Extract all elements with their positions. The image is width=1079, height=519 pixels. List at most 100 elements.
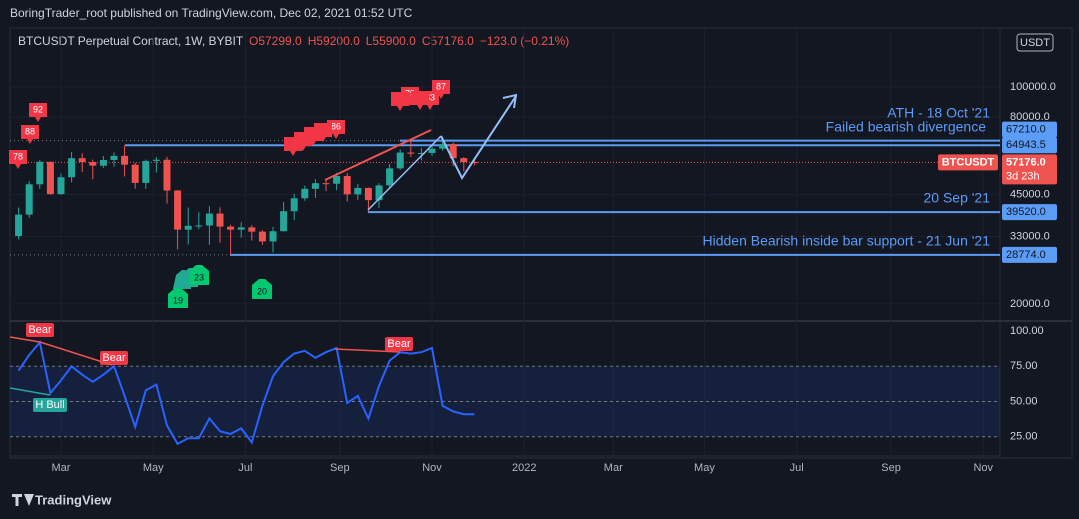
candle-body <box>280 211 288 232</box>
y-tick-label: 80000.0 <box>1010 111 1050 123</box>
annotation-text: 20 Sep '21 <box>923 190 990 206</box>
legend: BTCUSDT Perpetual Contract, 1W, BYBIT O57… <box>18 34 569 48</box>
td-count: 79 <box>405 88 415 98</box>
candle-body <box>333 175 341 184</box>
candle-body <box>89 162 97 166</box>
td-badge <box>314 123 332 142</box>
candle-body <box>15 214 23 237</box>
candle-body <box>163 159 171 191</box>
y-tick-label: 20000.0 <box>1010 298 1050 310</box>
signal-label: Bear <box>387 338 411 350</box>
candle-body <box>131 164 139 183</box>
candle-body <box>428 148 436 153</box>
td-badge-green <box>189 265 209 285</box>
candle-body <box>99 159 107 166</box>
x-tick-label: May <box>694 462 715 474</box>
level-price-label-bg <box>1002 121 1057 138</box>
candle-body <box>386 168 394 186</box>
candle-body <box>46 161 54 195</box>
symbol-badge-bg <box>938 154 998 171</box>
signal-label: Bear <box>28 324 52 336</box>
candle-body <box>248 227 256 232</box>
td-count: 86 <box>331 121 341 131</box>
rsi-divergence-line <box>9 336 113 366</box>
symbol-badge: BTCUSDT <box>942 156 995 168</box>
y-tick-label: 75.00 <box>1010 360 1038 372</box>
candle-body <box>439 144 447 149</box>
arrow-head <box>502 93 518 109</box>
candle-body <box>57 177 65 195</box>
td-count: 19 <box>173 295 183 305</box>
y-tick-label: 45000.0 <box>1010 189 1050 201</box>
countdown-label: 3d 23h <box>1006 170 1040 182</box>
currency-badge[interactable] <box>1016 33 1054 52</box>
publisher-header: BoringTrader_root published on TradingVi… <box>10 6 413 20</box>
candle-body <box>311 183 319 189</box>
td-badge-green <box>252 279 272 299</box>
candle-body <box>152 159 160 161</box>
candle-body <box>184 225 192 230</box>
td-badge <box>29 103 47 122</box>
level-price-label: 64943.5 <box>1006 139 1046 151</box>
signal-badge <box>26 323 54 337</box>
level-price-label: 28774.0 <box>1006 249 1046 261</box>
candle-body <box>449 144 457 159</box>
x-tick-label: Mar <box>52 462 71 474</box>
logo <box>12 494 34 506</box>
td-badge <box>391 92 409 111</box>
rsi-bull-line <box>9 387 51 396</box>
candle-body <box>78 158 86 163</box>
candle-body <box>142 160 150 183</box>
candle-body <box>269 231 277 242</box>
candle-body <box>25 184 33 215</box>
trend-line <box>367 135 442 211</box>
candle-body <box>36 161 44 185</box>
x-tick-label: Sep <box>881 462 901 474</box>
y-tick-label: 100000.0 <box>1010 81 1056 93</box>
rsi-line <box>17 340 475 446</box>
candle-body <box>121 155 129 165</box>
legend-low: L55900.0 <box>366 34 416 48</box>
td-count: 23 <box>194 272 204 282</box>
divergence-line <box>324 129 432 181</box>
annotation-text: Hidden Bearish inside bar support - 21 J… <box>702 233 990 249</box>
legend-high: H59200.0 <box>308 34 360 48</box>
candle-body <box>227 226 235 230</box>
symbol-title: BTCUSDT Perpetual Contract, 1W, BYBIT <box>18 34 244 48</box>
rsi-divergence-line <box>334 348 401 353</box>
signal-badge <box>100 351 128 365</box>
candle-body <box>460 158 468 163</box>
signal-label: Bear <box>102 352 126 364</box>
x-tick-label: Nov <box>973 462 993 474</box>
footer-brand: TradingView <box>35 492 112 507</box>
candle-body <box>237 227 245 230</box>
candle-body <box>258 231 266 242</box>
level-price-label-bg <box>1002 204 1057 221</box>
td-count: 78 <box>13 151 23 161</box>
td-count: 88 <box>25 126 35 136</box>
level-price-label: 39520.0 <box>1006 206 1046 218</box>
y-tick-label: 25.00 <box>1010 431 1038 443</box>
candle-body <box>354 187 362 195</box>
y-tick-label: 33000.0 <box>1010 230 1050 242</box>
candle-body <box>290 198 298 212</box>
drawings <box>9 93 518 396</box>
x-tick-label: Sep <box>330 462 350 474</box>
y-tick-label: 50.00 <box>1010 395 1038 407</box>
last-price-bg <box>1002 154 1057 185</box>
legend-open: O57299.0 <box>249 34 302 48</box>
td-count: 20 <box>257 286 267 296</box>
chart-frame <box>9 27 1073 459</box>
x-tick-label: Nov <box>422 462 442 474</box>
y-tick-label: 100.00 <box>1010 325 1044 337</box>
td-count: 83 <box>425 92 435 102</box>
candle-body <box>110 155 118 160</box>
signal-badge <box>385 337 413 351</box>
candle-body <box>301 188 309 199</box>
signal-badge <box>33 398 67 412</box>
td-badge <box>9 150 27 169</box>
td-count: 87 <box>436 81 446 91</box>
x-tick-label: 2022 <box>512 462 536 474</box>
signal-label: H Bull <box>35 399 64 411</box>
candle-body <box>216 213 224 227</box>
